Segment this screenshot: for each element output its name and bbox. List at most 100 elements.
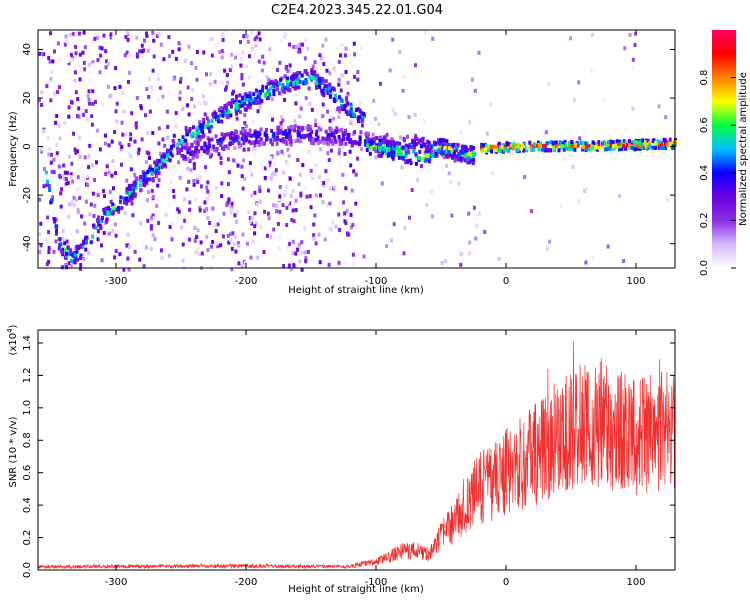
spectrogram-cell [118, 263, 122, 267]
spectrogram-cell [581, 145, 585, 150]
spectrogram-cell [47, 259, 51, 264]
spectrogram-cell [434, 151, 438, 156]
spectrogram-cell [198, 101, 202, 106]
spectrogram-cell [570, 140, 574, 144]
spectrogram-cell [263, 175, 267, 180]
spectrogram-cell [118, 84, 122, 89]
spectrogram-cell [216, 139, 220, 143]
spectrogram-cell [50, 198, 54, 203]
spectrogram-cell [49, 63, 53, 68]
spectrogram-cell [312, 236, 316, 241]
spectrogram-cell [288, 201, 292, 206]
spectrogram-cell [334, 224, 338, 229]
spectrogram-cell [577, 80, 581, 85]
spectrogram-cell [96, 35, 99, 40]
spectrogram-cell [660, 141, 663, 146]
spectrogram-cell [187, 44, 191, 49]
spectrogram-cell [544, 143, 548, 148]
spectrogram-cell [319, 127, 323, 132]
spectrogram-cell [615, 139, 619, 144]
spectrogram-cell [374, 116, 378, 121]
spectrogram-cell [272, 235, 276, 240]
spectrogram-cell [195, 138, 199, 143]
spectrogram-cell [222, 211, 226, 216]
spectrogram-cell [559, 203, 563, 208]
spectrogram-cell [346, 101, 350, 106]
spectrogram-cell [122, 267, 126, 272]
spectrogram-cell [268, 160, 272, 165]
spectrogram-cell [309, 86, 313, 91]
spectrogram-cell [212, 144, 216, 149]
spectrogram-cell [65, 265, 69, 270]
spectrogram-cell [75, 197, 78, 202]
spectrogram-cell [477, 211, 481, 216]
spectrogram-cell [400, 146, 404, 151]
snr-y-tick-label: 0.4 [22, 497, 33, 513]
spectrogram-cell [387, 152, 391, 157]
spectrogram-cell [135, 125, 138, 130]
spectrogram-cell [133, 192, 137, 197]
spectrogram-cell [327, 158, 331, 163]
spectrogram-cell [206, 231, 210, 236]
spectrogram-cell [315, 81, 319, 86]
spectrogram-cell [64, 247, 67, 252]
spectrogram-cell [604, 142, 608, 146]
spectrogram-cell [291, 84, 295, 89]
spectrogram-cell [184, 157, 188, 162]
spectrogram-cell [38, 197, 42, 202]
spectrogram-cell [281, 118, 285, 123]
spectrogram-cell [521, 143, 525, 148]
spectrogram-cell [297, 85, 301, 90]
spectrogram-cell [154, 162, 158, 167]
spectrogram-cell [98, 70, 102, 75]
spectrogram-cell [112, 205, 116, 210]
spectrogram-cell [385, 244, 389, 249]
spectrogram-cell [297, 130, 301, 135]
spectrogram-cell [76, 175, 80, 180]
spectrogram-cell [320, 91, 324, 96]
spectrogram-cell [211, 206, 215, 211]
spectrogram-cell [216, 114, 220, 119]
spectrogram-cell [162, 57, 166, 62]
spectrogram-cell [127, 52, 131, 57]
spectrogram-cell [101, 102, 104, 107]
spectrogram-cell [91, 191, 95, 196]
snr-x-ticks: -300 -200 -100 0 100 [105, 330, 646, 588]
spectrogram-cell [570, 143, 574, 148]
spectrogram-cell [401, 88, 405, 93]
spectrogram-cell [257, 143, 261, 147]
spectrogram-cell [324, 37, 328, 42]
spectrogram-cell [47, 152, 51, 157]
spectrogram-cell [87, 89, 91, 94]
spectrogram-cell [140, 183, 144, 188]
spectrogram-cell [148, 164, 152, 169]
spectrogram-cell [445, 163, 449, 168]
spectrogram-cell [510, 145, 514, 150]
spectrogram-cell [308, 74, 312, 79]
spectrogram-cell [62, 163, 66, 168]
spectrogram-cell [60, 265, 64, 270]
spectrogram-cell [174, 56, 178, 61]
spectrogram-cell [423, 30, 427, 35]
spectrogram-cell [250, 172, 254, 177]
spectrogram-cell [254, 221, 258, 226]
spectrogram-cell [235, 111, 239, 116]
spectrogram-cell [87, 240, 91, 245]
spectrogram-cell [333, 135, 337, 140]
spectrogram-cell [202, 117, 206, 122]
spectrogram-cell [242, 128, 246, 133]
spectrogram-cell [547, 81, 551, 86]
spectrogram-cell [77, 244, 81, 249]
spectrogram-cell [452, 151, 456, 156]
spectrogram-cell [215, 43, 219, 48]
spectrogram-cell [132, 188, 136, 193]
spectrogram-cell [437, 138, 440, 142]
spectrogram-cell [148, 177, 152, 182]
spectrogram-cell [184, 125, 188, 130]
spectrogram-cell [70, 57, 74, 62]
spectrogram-cell [389, 238, 393, 243]
spectrogram-cell [332, 97, 336, 102]
spectrogram-cell [283, 85, 287, 90]
spectrogram-cell [229, 135, 233, 140]
spectrogram-cell [194, 250, 198, 255]
